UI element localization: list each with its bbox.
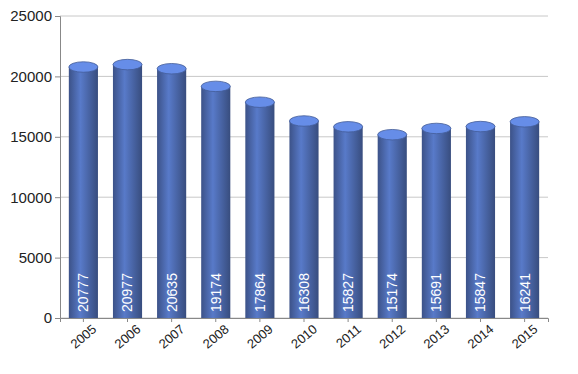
- x-tick: 2015: [509, 318, 541, 352]
- x-tick: 2014: [465, 318, 497, 352]
- x-tick-label: 2006: [112, 321, 144, 351]
- x-tick-label: 2005: [68, 321, 100, 351]
- y-tick-mark: [55, 76, 60, 77]
- bar: [69, 67, 98, 318]
- x-tick-label: 2014: [465, 321, 497, 351]
- x-tick-label: 2008: [200, 321, 232, 351]
- y-tick-label: 0: [44, 309, 52, 326]
- plot: 0500010000150002000025000200520062007200…: [10, 7, 548, 351]
- x-tick-mark: [304, 318, 305, 322]
- data-label: 16241: [517, 273, 533, 312]
- y-tick-mark: [55, 16, 60, 17]
- x-tick-mark: [127, 318, 128, 322]
- x-tick-mark: [171, 318, 172, 322]
- data-label: 20635: [164, 273, 180, 312]
- y-tick-label: 25000: [10, 7, 52, 24]
- x-tick: 2006: [112, 318, 144, 352]
- bar: [289, 121, 318, 318]
- x-tick-mark: [215, 318, 216, 322]
- y-axis: 0 5000 10000 15000 20000 25000: [10, 7, 60, 326]
- bar: [510, 122, 539, 318]
- x-tick-mark: [259, 318, 260, 322]
- y-tick: 5000: [19, 249, 60, 266]
- y-tick-mark: [55, 197, 60, 198]
- bar: [422, 128, 451, 318]
- x-tick-label: 2013: [421, 321, 453, 351]
- bar: [157, 69, 186, 318]
- x-tick-mark: [524, 318, 525, 322]
- y-tick: 25000: [10, 7, 60, 24]
- data-label: 15847: [472, 273, 488, 312]
- bar: [245, 102, 274, 318]
- bar-top: [422, 123, 451, 133]
- data-labels: 20777 20977 20635 19174 17864 16308 15827 15174…: [75, 273, 532, 312]
- data-label: 15174: [384, 273, 400, 312]
- x-tick: 2013: [421, 318, 453, 352]
- bar-top: [334, 122, 363, 132]
- y-tick-mark: [55, 137, 60, 138]
- chart: 0500010000150002000025000200520062007200…: [0, 0, 578, 374]
- data-label: 15691: [428, 273, 444, 312]
- x-tick-label: 2015: [509, 321, 541, 351]
- bar-top: [201, 81, 230, 91]
- x-tick-mark: [83, 318, 84, 322]
- x-tick: 2007: [156, 318, 188, 352]
- x-tick: 2012: [376, 318, 408, 352]
- data-label: 20977: [119, 273, 135, 312]
- x-tick-label: 2011: [333, 321, 364, 350]
- bar: [334, 127, 363, 318]
- y-axis-line: [55, 17, 61, 319]
- data-label: 16308: [296, 273, 312, 312]
- y-tick-label: 5000: [19, 249, 52, 266]
- bar-top: [466, 121, 495, 131]
- x-tick-label: 2007: [156, 321, 188, 351]
- y-tick-label: 10000: [10, 189, 52, 206]
- bar: [113, 65, 142, 318]
- y-tick-mark: [55, 318, 60, 319]
- y-tick-label: 15000: [10, 128, 52, 145]
- x-tick: 2008: [200, 318, 232, 352]
- x-tick-label: 2012: [376, 321, 408, 351]
- bar-top: [289, 116, 318, 126]
- bar: [466, 127, 495, 318]
- x-tick: 2005: [68, 318, 100, 352]
- bar-top: [69, 62, 98, 72]
- y-tick: 10000: [10, 189, 60, 206]
- bar: [378, 135, 407, 318]
- x-tick-mark: [392, 318, 393, 322]
- x-tick-label: 2010: [288, 321, 320, 351]
- bars: [69, 59, 539, 318]
- bar: [201, 86, 230, 318]
- y-tick-mark: [55, 258, 60, 259]
- grid-line: [60, 16, 548, 17]
- bar-top: [245, 97, 274, 107]
- x-tick-mark: [348, 318, 349, 322]
- x-tick-mark: [480, 318, 481, 322]
- data-label: 20777: [75, 273, 91, 312]
- x-tick: 2009: [244, 318, 276, 352]
- x-tick-label: 2009: [244, 321, 276, 351]
- x-axis: 2005 2006 2007 2008 2009 2010 2011 2012 2013 2014…: [61, 318, 549, 352]
- bar-top: [113, 59, 142, 69]
- y-tick: 15000: [10, 128, 60, 145]
- data-label: 15827: [340, 273, 356, 312]
- bar-top: [157, 63, 186, 73]
- y-tick: 20000: [10, 68, 60, 85]
- bar-top: [378, 129, 407, 139]
- x-tick: 2010: [288, 318, 320, 352]
- x-tick-mark: [436, 318, 437, 322]
- y-tick: 0: [44, 309, 60, 326]
- y-tick-label: 20000: [10, 68, 52, 85]
- x-tick: 2011: [333, 318, 364, 351]
- bar-top: [510, 117, 539, 127]
- data-label: 19174: [208, 273, 224, 312]
- data-label: 17864: [252, 273, 268, 312]
- grid: [60, 16, 548, 318]
